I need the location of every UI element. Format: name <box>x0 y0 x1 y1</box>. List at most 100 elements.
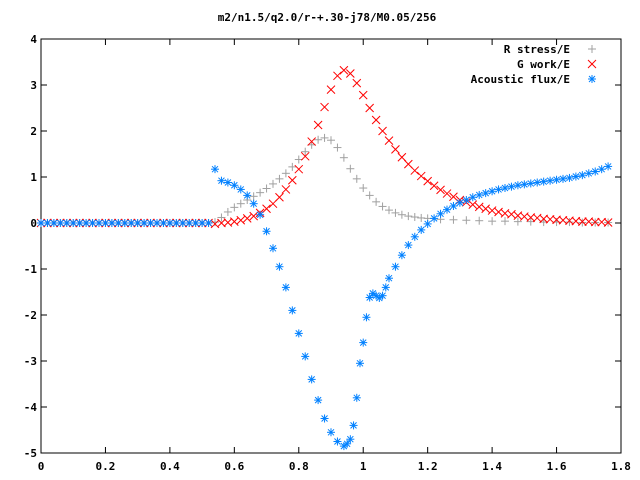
data-point <box>381 283 390 292</box>
data-point <box>88 219 97 227</box>
data-point <box>539 177 548 186</box>
data-point <box>120 219 129 227</box>
data-point <box>236 199 245 208</box>
data-point <box>565 218 574 227</box>
data-point <box>378 291 387 300</box>
data-point <box>269 244 277 253</box>
data-point <box>430 214 439 223</box>
data-point <box>346 164 355 173</box>
data-point <box>327 428 335 437</box>
data-point <box>397 152 407 162</box>
chart-title: m2/n1.5/q2.0/r-+.30-j78/M0.05/256 <box>218 11 437 24</box>
data-point <box>397 210 406 219</box>
data-point <box>578 218 587 227</box>
data-point <box>43 219 52 227</box>
legend-label: R stress/E <box>504 43 570 56</box>
data-point <box>288 306 297 315</box>
legend-marker <box>588 75 596 83</box>
axes: 0 0.2 0.4 0.6 0.8 1 1.2 1.4 1.6 1.8 -5 -4 -3 -2 -1 0 1 2 3… <box>24 33 631 473</box>
data-point <box>372 197 381 206</box>
data-point <box>475 190 484 199</box>
data-point <box>204 219 213 227</box>
legend: R stress/E G work/E Acoustic flux/E <box>471 43 597 86</box>
data-point <box>165 219 174 227</box>
data-point <box>410 232 419 241</box>
data-point <box>236 185 245 194</box>
data-point <box>249 211 259 221</box>
y-tick-label: -3 <box>24 355 37 368</box>
data-point <box>436 209 445 218</box>
data-point <box>320 414 329 423</box>
data-point <box>520 180 529 189</box>
data-point <box>468 200 478 209</box>
data-point <box>462 196 471 204</box>
data-point <box>488 217 497 226</box>
data-point <box>242 214 252 223</box>
data-point <box>320 133 329 142</box>
data-point <box>223 178 232 187</box>
data-point <box>391 208 400 217</box>
data-point <box>591 167 600 176</box>
data-point <box>526 179 535 188</box>
data-point <box>198 219 207 227</box>
data-point <box>281 185 291 194</box>
data-point <box>307 375 316 384</box>
data-point <box>507 182 516 191</box>
y-tick-label: 2 <box>30 125 37 138</box>
data-point <box>326 85 336 94</box>
data-point <box>513 217 522 226</box>
y-tick-label: 3 <box>30 79 37 92</box>
data-point <box>417 225 426 234</box>
data-point <box>346 435 355 444</box>
data-point <box>339 65 349 75</box>
data-point <box>211 218 219 227</box>
data-point <box>442 189 452 198</box>
data-point <box>385 274 393 283</box>
data-point <box>571 172 580 181</box>
legend-marker <box>587 59 597 69</box>
data-point <box>178 219 187 227</box>
data-point <box>449 192 458 202</box>
data-point <box>352 78 362 88</box>
data-point <box>597 165 606 174</box>
data-point <box>423 219 432 228</box>
data-point <box>352 393 361 402</box>
data-point <box>365 103 375 113</box>
data-point <box>211 165 219 174</box>
data-point <box>443 205 451 214</box>
data-point <box>217 176 226 185</box>
y-tick-label: 0 <box>30 217 37 230</box>
data-point <box>449 215 458 224</box>
data-point <box>275 262 284 271</box>
data-point <box>320 102 329 112</box>
data-point <box>249 199 258 208</box>
data-point <box>359 184 368 193</box>
data-point <box>385 206 393 215</box>
data-point <box>488 187 497 196</box>
data-point <box>349 421 358 430</box>
x-tick-label: 1.2 <box>418 460 438 473</box>
x-tick-label: 0.2 <box>96 460 116 473</box>
data-point <box>384 136 394 146</box>
data-point <box>546 176 555 185</box>
data-point <box>449 201 458 210</box>
data-point <box>153 219 161 227</box>
data-point <box>333 71 342 81</box>
data-point <box>474 202 484 212</box>
data-point <box>410 166 420 175</box>
data-point <box>494 185 503 194</box>
data-point <box>352 174 361 183</box>
data-point <box>281 169 290 178</box>
data-point <box>468 193 477 202</box>
x-tick-label: 0 <box>38 460 45 473</box>
data-point <box>345 69 355 78</box>
data-point <box>294 164 304 174</box>
data-point <box>249 192 258 201</box>
plot-frame <box>40 38 622 454</box>
data-point <box>262 204 271 214</box>
data-point <box>223 207 232 216</box>
data-point <box>333 143 342 152</box>
data-point <box>275 192 284 202</box>
data-point <box>301 352 310 361</box>
